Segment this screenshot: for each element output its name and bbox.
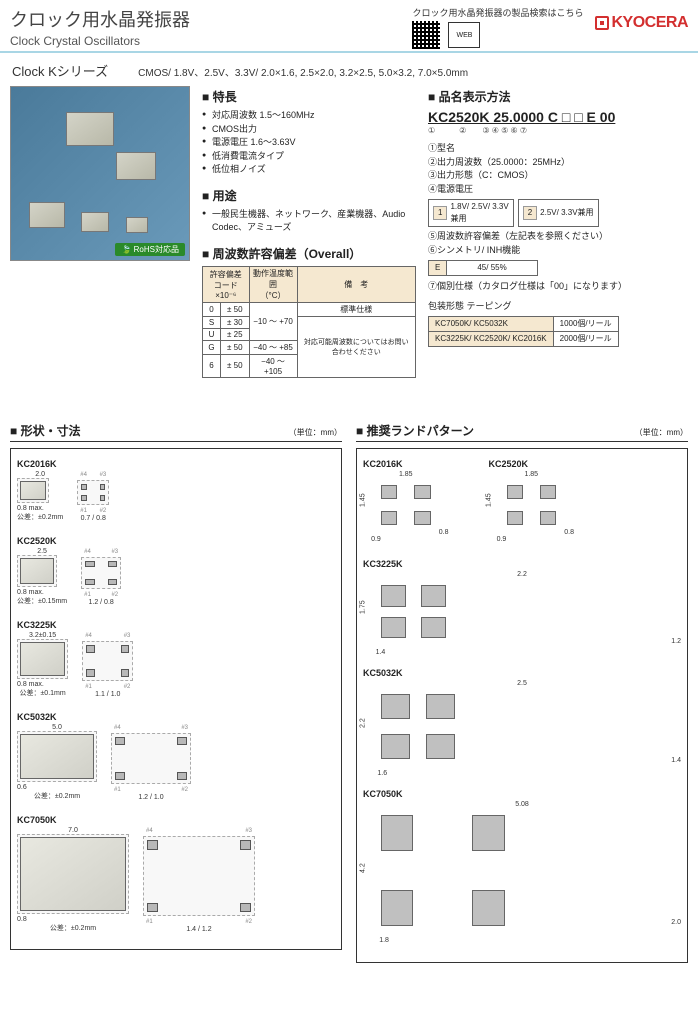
symmetry-table: E45/ 55% [428, 260, 538, 276]
package-row: KC2016K 2.0 0.8 max. 公差：±0.2mm [17, 455, 335, 523]
package-label: KC2520K [17, 536, 335, 546]
partname-nums: ① ② ③ ④ ⑤ ⑥ ⑦ [428, 125, 688, 136]
diagrams-section: ■ 形状・寸法 （単位：mm） KC2016K 2.0 0.8 max. 公差：… [0, 408, 698, 974]
dimensions-column: ■ 形状・寸法 （単位：mm） KC2016K 2.0 0.8 max. 公差：… [10, 422, 342, 964]
applications-list: 一般民生機器、ネットワーク、産業機器、Audio Codec、アミューズ [202, 208, 416, 235]
package-row: KC2520K 2.5 0.8 max. 公差：±0.15mm [17, 532, 335, 606]
title-japanese: クロック用水晶発振器 [10, 6, 412, 32]
title-english: Clock Crystal Oscillators [10, 34, 412, 48]
land-pattern: KC7050K 5.08 4.2 1.8 2.0 [363, 789, 681, 945]
chip-icon [116, 152, 156, 180]
series-name: Clock Kシリーズ [12, 61, 108, 80]
chip-icon [126, 217, 148, 233]
package-row: KC5032K 5.0 0.6 公差：±0.2mm [17, 708, 335, 801]
header-icons: WEB [412, 21, 583, 49]
chip-icon [29, 202, 65, 228]
feature-item: 低消費電流タイプ [202, 150, 416, 164]
land-title: ■ 推奨ランドパターン （単位：mm） [356, 422, 688, 442]
product-image-column: RoHS対応品 [10, 86, 190, 378]
partname-example: KC2520K 25.0000 C □ □ E 00 [428, 109, 688, 125]
main-content: RoHS対応品 ■ 特長 対応周波数 1.5～160MHz CMOS出力 電源電… [0, 86, 698, 378]
chip-icon [81, 212, 109, 232]
feature-item: 電源電圧 1.6～3.63V [202, 136, 416, 150]
package-label: KC3225K [17, 620, 335, 630]
logo-mark-icon [595, 16, 609, 30]
rohs-badge: RoHS対応品 [115, 243, 185, 256]
th-note: 備 考 [297, 266, 415, 302]
land-pattern: KC5032K 2.5 2.2 1.6 1.4 [363, 668, 681, 777]
dimensions-diagram-box: KC2016K 2.0 0.8 max. 公差：±0.2mm [10, 448, 342, 951]
feature-item: 対応周波数 1.5～160MHz [202, 109, 416, 123]
land-column: ■ 推奨ランドパターン （単位：mm） KC2016K 1.85 1.45 0.… [356, 422, 688, 964]
kyocera-logo: KYOCERA [595, 14, 688, 32]
qr-code-icon [412, 21, 440, 49]
header-search-block: クロック用水晶発振器の製品検索はこちら WEB [412, 6, 583, 49]
right-column: ■ 品名表示方法 KC2520K 25.0000 C □ □ E 00 ① ② … [428, 86, 688, 378]
web-icon: WEB [448, 22, 480, 48]
package-row: KC7050K 7.0 0.8 公差：±0.2mm [17, 811, 335, 933]
dimensions-title: ■ 形状・寸法 （単位：mm） [10, 422, 342, 442]
freqtol-title: ■ 周波数許容偏差（Overall） [202, 245, 416, 262]
land-diagram-box: KC2016K 1.85 1.45 0.9 0.8 KC2520K 1.85 1… [356, 448, 688, 964]
features-list: 対応周波数 1.5～160MHz CMOS出力 電源電圧 1.6～3.63V 低… [202, 109, 416, 177]
product-photo: RoHS対応品 [10, 86, 190, 261]
packaging-table: KC7050K/ KC5032K1000個/リール KC3225K/ KC252… [428, 316, 619, 347]
voltage-option-1: 11.8V/ 2.5V/ 3.3V 兼用 [428, 199, 514, 227]
voltage-options: 11.8V/ 2.5V/ 3.3V 兼用 22.5V/ 3.3V兼用 [428, 199, 688, 227]
header-titles: クロック用水晶発振器 Clock Crystal Oscillators [10, 6, 412, 48]
middle-column: ■ 特長 対応周波数 1.5～160MHz CMOS出力 電源電圧 1.6～3.… [202, 86, 416, 378]
th-tolerance: 許容偏差コード ×10⁻⁶ [203, 266, 250, 302]
page-header: クロック用水晶発振器 Clock Crystal Oscillators クロッ… [0, 0, 698, 53]
search-prompt-text: クロック用水晶発振器の製品検索はこちら [412, 6, 583, 19]
package-row: KC3225K 3.2±0.15 0.8 max. 公差：±0.1mm [17, 616, 335, 698]
feature-item: 低位相ノイズ [202, 163, 416, 177]
voltage-option-2: 22.5V/ 3.3V兼用 [518, 199, 599, 227]
features-title: ■ 特長 [202, 88, 416, 105]
series-row: Clock Kシリーズ CMOS/ 1.8V、2.5V、3.3V/ 2.0×1.… [0, 53, 698, 86]
series-spec: CMOS/ 1.8V、2.5V、3.3V/ 2.0×1.6, 2.5×2.0, … [138, 64, 468, 79]
package-label: KC5032K [17, 712, 335, 722]
package-label: KC2016K [17, 459, 335, 469]
land-pattern: KC3225K 2.2 1.75 1.4 1.2 [363, 559, 681, 656]
land-pattern: KC2016K 1.85 1.45 0.9 0.8 [363, 455, 449, 544]
th-temp: 動作温度範囲（°C） [249, 266, 297, 302]
applications-title: ■ 用途 [202, 187, 416, 204]
chip-icon [66, 112, 114, 146]
partname-title: ■ 品名表示方法 [428, 88, 688, 105]
partname-legend: ①型名 ②出力周波数（25.0000：25MHz） ③出力形態（C：CMOS） … [428, 142, 688, 347]
package-label: KC7050K [17, 815, 335, 825]
freqtol-table: 許容偏差コード ×10⁻⁶ 動作温度範囲（°C） 備 考 0± 50−10 ～ … [202, 266, 416, 378]
land-pattern: KC2520K 1.85 1.45 0.9 0.8 [489, 455, 575, 544]
application-item: 一般民生機器、ネットワーク、産業機器、Audio Codec、アミューズ [202, 208, 416, 235]
feature-item: CMOS出力 [202, 123, 416, 137]
land-row: KC2016K 1.85 1.45 0.9 0.8 KC2520K 1.85 1… [363, 455, 681, 556]
